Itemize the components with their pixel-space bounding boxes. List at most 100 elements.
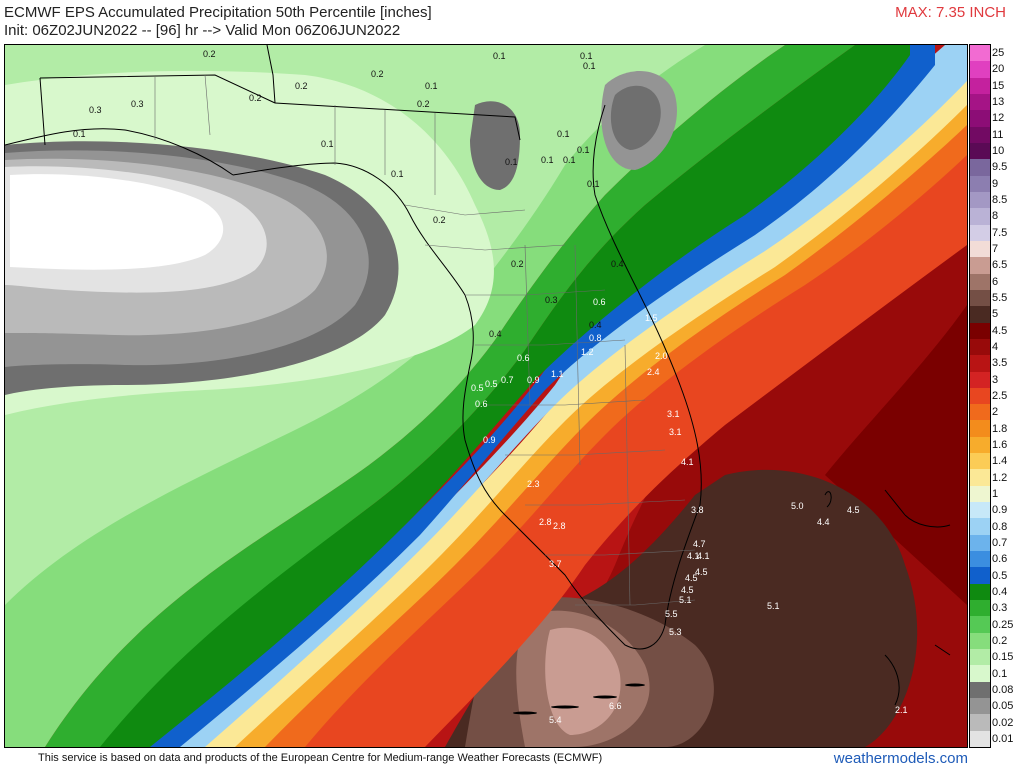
legend-swatch — [970, 420, 990, 438]
station-value: 1.5 — [645, 313, 658, 323]
legend-swatch — [970, 632, 990, 650]
color-legend — [969, 44, 991, 748]
legend-swatch — [970, 469, 990, 487]
legend-label: 15 — [992, 79, 1005, 92]
legend-label: 0.02 — [992, 716, 1014, 729]
station-value: 0.1 — [391, 169, 404, 179]
station-value: 2.0 — [655, 351, 668, 361]
station-value: 0.9 — [483, 435, 496, 445]
state-border-al-ga — [266, 45, 276, 104]
legend-swatch — [970, 77, 990, 95]
legend-label: 6 — [992, 275, 999, 288]
state-border-ga-fl — [274, 102, 521, 141]
legend-swatch — [970, 371, 990, 389]
legend-label: 9.5 — [992, 161, 1008, 174]
station-value: 1.2 — [581, 347, 594, 357]
station-value: 0.1 — [580, 51, 593, 61]
station-value: 0.1 — [73, 129, 86, 139]
station-value: 0.6 — [517, 353, 530, 363]
station-value: 0.1 — [583, 61, 596, 71]
legend-label: 0.15 — [992, 651, 1014, 664]
legend-label: 4 — [992, 341, 999, 354]
field-0-5in — [145, 45, 935, 747]
legend-label: 8 — [992, 210, 999, 223]
legend-swatch — [970, 322, 990, 340]
legend-swatch — [970, 208, 990, 226]
field-inland-dry — [470, 101, 520, 190]
legend-label: 2 — [992, 406, 999, 419]
legend-swatch — [970, 600, 990, 617]
legend-swatch — [970, 126, 990, 144]
legend-swatch — [970, 485, 990, 503]
station-value: 0.8 — [589, 333, 602, 343]
legend-swatch — [970, 551, 990, 568]
legend-swatch — [970, 534, 990, 552]
field-0-3in — [45, 45, 855, 747]
station-value: 6.6 — [609, 701, 622, 711]
legend-swatch — [970, 175, 990, 193]
legend-label: 1.6 — [992, 438, 1008, 451]
legend-label: 0.08 — [992, 683, 1014, 696]
legend-swatch — [970, 583, 990, 601]
legend-label: 0.6 — [992, 553, 1008, 566]
legend-label: 0.8 — [992, 520, 1008, 533]
field-atlantic-dry-core — [610, 85, 661, 150]
legend-swatch — [970, 714, 990, 732]
legend-label: 13 — [992, 96, 1005, 109]
gulf-coastline — [5, 128, 234, 176]
station-value: 3.7 — [549, 559, 562, 569]
station-value: 5.3 — [669, 627, 682, 637]
legend-swatch — [970, 453, 990, 470]
legend-swatch — [970, 159, 990, 177]
legend-swatch — [970, 649, 990, 666]
station-value: 5.5 — [665, 609, 678, 619]
station-value: 2.1 — [895, 705, 908, 715]
station-value: 0.2 — [433, 215, 446, 225]
legend-label: 3.5 — [992, 357, 1008, 370]
legend-label: 20 — [992, 63, 1005, 76]
legend-label: 4.5 — [992, 324, 1008, 337]
station-value: 2.3 — [527, 479, 540, 489]
legend-swatch — [970, 338, 990, 356]
station-value: 2.8 — [539, 517, 552, 527]
legend-label: 5.5 — [992, 292, 1008, 305]
station-value: 0.3 — [545, 295, 558, 305]
legend-swatch — [970, 93, 990, 111]
station-value: 0.1 — [563, 155, 576, 165]
field-0-4in — [95, 45, 910, 747]
station-value: 4.1 — [697, 551, 710, 561]
station-value: 0.4 — [611, 259, 624, 269]
state-border-ms — [39, 77, 46, 146]
station-value: 4.5 — [681, 585, 694, 595]
legend-label: 6.5 — [992, 259, 1008, 272]
legend-swatch — [970, 289, 990, 307]
county-lines — [154, 74, 696, 606]
station-value: 0.2 — [371, 69, 384, 79]
legend-label: 0.9 — [992, 504, 1008, 517]
station-value: 0.2 — [203, 49, 216, 59]
legend-swatch — [970, 257, 990, 275]
station-value: 0.6 — [475, 399, 488, 409]
legend-label: 7.5 — [992, 226, 1008, 239]
legend-swatch — [970, 110, 990, 128]
station-value: 4.1 — [681, 457, 694, 467]
brand-link[interactable]: weathermodels.com — [833, 750, 968, 767]
station-value: 4.1 — [687, 551, 700, 561]
state-border-ms-al — [39, 74, 276, 104]
station-value: 5.4 — [549, 715, 562, 725]
legend-swatch — [970, 387, 990, 405]
legend-label: 0.25 — [992, 618, 1014, 631]
station-value: 0.2 — [417, 99, 430, 109]
station-value: 5.0 — [791, 501, 804, 511]
ecmwf-attribution: This service is based on data and produc… — [38, 752, 603, 764]
station-value: 0.1 — [321, 139, 334, 149]
bahamas-islands — [824, 489, 951, 706]
station-value: 0.6 — [593, 297, 606, 307]
station-value: 3.1 — [667, 409, 680, 419]
station-value: 0.1 — [425, 81, 438, 91]
legend-label: 0.2 — [992, 634, 1008, 647]
station-value: 0.7 — [501, 375, 514, 385]
legend-swatch — [970, 681, 990, 699]
legend-swatch — [970, 616, 990, 634]
legend-swatch — [970, 191, 990, 209]
